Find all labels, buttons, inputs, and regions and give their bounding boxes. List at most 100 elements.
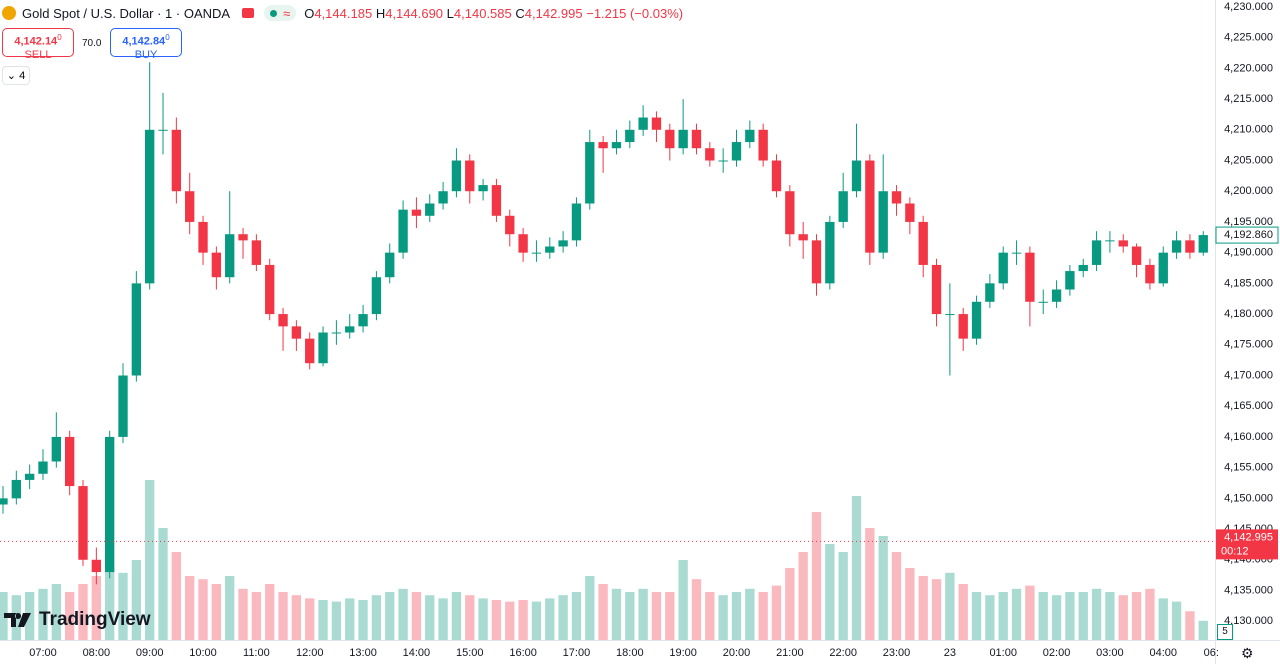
volume-bar bbox=[211, 584, 222, 640]
volume-bar bbox=[78, 584, 88, 640]
volume-bar bbox=[531, 601, 542, 640]
candle-body bbox=[558, 240, 568, 247]
candle-body bbox=[865, 160, 875, 253]
candle-body bbox=[385, 252, 395, 278]
y-tick-label: 4,160.000 bbox=[1224, 431, 1273, 443]
y-tick-label: 4,230.000 bbox=[1224, 1, 1273, 13]
candle-body bbox=[491, 185, 502, 216]
candle-body bbox=[478, 185, 488, 192]
volume-bar bbox=[1198, 620, 1208, 640]
volume-bar bbox=[425, 595, 435, 640]
volume-bar bbox=[731, 592, 742, 640]
volume-bar bbox=[291, 595, 302, 640]
candle-body bbox=[1158, 252, 1168, 284]
candle-body bbox=[238, 234, 248, 241]
volume-bar bbox=[265, 584, 275, 640]
volume-bar bbox=[465, 595, 475, 640]
candle-body bbox=[958, 314, 968, 339]
indicators-toggle[interactable]: ⌄ 4 bbox=[2, 66, 30, 85]
volume-bar bbox=[771, 585, 782, 640]
volume-bar bbox=[611, 588, 622, 640]
candle-body bbox=[1131, 246, 1142, 265]
volume-bar bbox=[838, 552, 848, 640]
volume-bar bbox=[225, 576, 235, 640]
candle-body bbox=[438, 191, 448, 204]
sell-button[interactable]: 4,142.140 SELL bbox=[2, 28, 74, 61]
candle-body bbox=[998, 252, 1008, 284]
volume-bar bbox=[678, 560, 688, 640]
candle-body bbox=[1011, 252, 1022, 254]
candle-body bbox=[65, 436, 75, 487]
low-key: L bbox=[446, 5, 454, 21]
candle-body bbox=[451, 160, 462, 192]
volume-bar bbox=[718, 595, 728, 640]
volume-bar bbox=[145, 480, 155, 640]
candle-body bbox=[585, 142, 595, 204]
volume-bar bbox=[358, 600, 368, 640]
candle-body bbox=[1065, 271, 1075, 290]
volume-bar bbox=[905, 568, 915, 640]
y-tick-label: 4,135.000 bbox=[1224, 584, 1273, 596]
scale-badge[interactable]: 5 bbox=[1217, 624, 1233, 640]
candle-body bbox=[185, 191, 195, 222]
close-key: C bbox=[515, 5, 525, 21]
brand-logo[interactable]: TradingView bbox=[4, 609, 151, 631]
volume-bar bbox=[518, 600, 528, 640]
flag-icon[interactable] bbox=[242, 8, 255, 18]
volume-bar bbox=[318, 600, 328, 640]
volume-bar bbox=[1038, 592, 1048, 640]
candle-body bbox=[211, 252, 222, 278]
volume-bar bbox=[478, 598, 488, 640]
candle-body bbox=[891, 191, 902, 204]
volume-bar bbox=[545, 598, 555, 640]
volume-bar bbox=[185, 576, 195, 640]
volume-bar bbox=[985, 595, 995, 640]
volume-bar bbox=[571, 592, 582, 640]
candle-body bbox=[918, 221, 928, 265]
volume-bar bbox=[1011, 588, 1022, 640]
high-value: 4,144.690 bbox=[385, 5, 444, 21]
volume-bar bbox=[1065, 592, 1075, 640]
y-tick-label: 4,220.000 bbox=[1224, 62, 1273, 74]
candle-body bbox=[131, 283, 142, 376]
volume-bar bbox=[998, 592, 1008, 640]
candle-body bbox=[105, 436, 115, 573]
status-pill[interactable]: ≈ bbox=[264, 5, 297, 21]
low-value: 4,140.585 bbox=[453, 5, 512, 21]
candle-body bbox=[811, 240, 822, 284]
volume-bar bbox=[1051, 595, 1062, 640]
candle-body bbox=[745, 129, 755, 143]
buy-price: 4,142.84 bbox=[122, 35, 166, 48]
candle-body bbox=[665, 129, 675, 149]
volume-bar bbox=[651, 592, 662, 640]
candle-body bbox=[358, 314, 368, 327]
candle-body bbox=[411, 209, 422, 216]
candle-body bbox=[905, 203, 915, 222]
x-tick-label: 06: bbox=[1204, 647, 1219, 659]
volume-bar bbox=[798, 552, 808, 640]
candle-body bbox=[518, 234, 528, 253]
volume-bar bbox=[451, 592, 462, 640]
volume-bar bbox=[438, 598, 448, 640]
volume-bar bbox=[1145, 588, 1155, 640]
candle-body bbox=[691, 129, 702, 149]
change-value: −1.215 (−0.03%) bbox=[586, 5, 684, 21]
settings-icon[interactable]: ⚙ bbox=[1241, 645, 1254, 661]
buy-button[interactable]: 4,142.840 BUY bbox=[110, 28, 182, 61]
delay-icon: ≈ bbox=[283, 5, 291, 21]
volume-bar bbox=[745, 588, 755, 640]
candle-body bbox=[398, 209, 408, 253]
candle-body bbox=[318, 332, 328, 364]
symbol-name[interactable]: Gold Spot / U.S. Dollar · 1 · OANDA bbox=[22, 5, 231, 21]
sell-price: 4,142.14 bbox=[14, 35, 58, 48]
candle-body bbox=[611, 142, 622, 149]
x-tick-label: 20:00 bbox=[723, 647, 751, 659]
y-tick-label: 4,195.000 bbox=[1224, 216, 1273, 228]
volume-bar bbox=[891, 552, 902, 640]
candle-body bbox=[38, 461, 48, 474]
candle-body bbox=[1091, 240, 1102, 265]
x-tick-label: 07:00 bbox=[29, 647, 57, 659]
x-tick-label: 17:00 bbox=[563, 647, 591, 659]
y-tick-label: 4,175.000 bbox=[1224, 339, 1273, 351]
